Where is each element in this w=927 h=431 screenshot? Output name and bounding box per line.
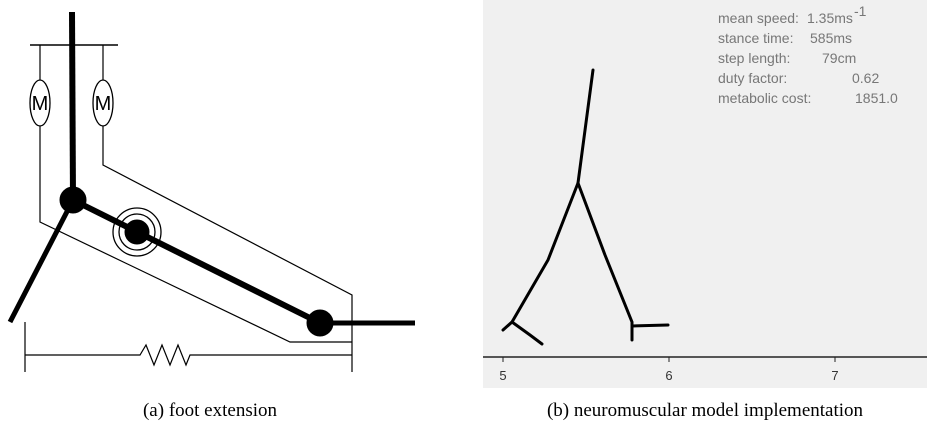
stat-value: 1.35ms bbox=[807, 10, 853, 26]
stat-value: 79cm bbox=[822, 50, 856, 66]
shank bbox=[72, 12, 73, 200]
figure: M M (a) foot extension (b) neuromuscular… bbox=[0, 0, 927, 431]
x-tick-label: 6 bbox=[665, 368, 672, 383]
tendon-outer bbox=[40, 126, 352, 342]
spring bbox=[25, 345, 352, 365]
stat-label: mean speed: bbox=[718, 10, 799, 26]
stat-value: 0.62 bbox=[852, 70, 879, 86]
simulation-b bbox=[483, 0, 927, 388]
x-tick-label: 7 bbox=[831, 368, 838, 383]
motor-label: M bbox=[32, 93, 49, 115]
stat-value: 1851.0 bbox=[855, 90, 898, 106]
joint bbox=[307, 310, 333, 336]
foot-segment bbox=[73, 200, 320, 323]
right-foot bbox=[632, 325, 668, 326]
stat-label: step length: bbox=[718, 50, 790, 66]
stat-value: 585ms bbox=[810, 30, 852, 46]
stat-label: metabolic cost: bbox=[718, 90, 811, 106]
stat-sup: -1 bbox=[854, 3, 867, 19]
x-tick-label: 5 bbox=[499, 368, 506, 383]
caption: (b) neuromuscular model implementation bbox=[547, 400, 864, 421]
motor-label: M bbox=[95, 93, 112, 115]
stat-label: duty factor: bbox=[718, 70, 787, 86]
joint bbox=[125, 220, 149, 244]
joint bbox=[60, 187, 86, 213]
sim-background bbox=[483, 0, 927, 388]
strut bbox=[10, 200, 73, 322]
caption: (a) foot extension bbox=[143, 400, 278, 421]
stat-label: stance time: bbox=[718, 30, 793, 46]
diagram-a: M M bbox=[10, 12, 415, 372]
